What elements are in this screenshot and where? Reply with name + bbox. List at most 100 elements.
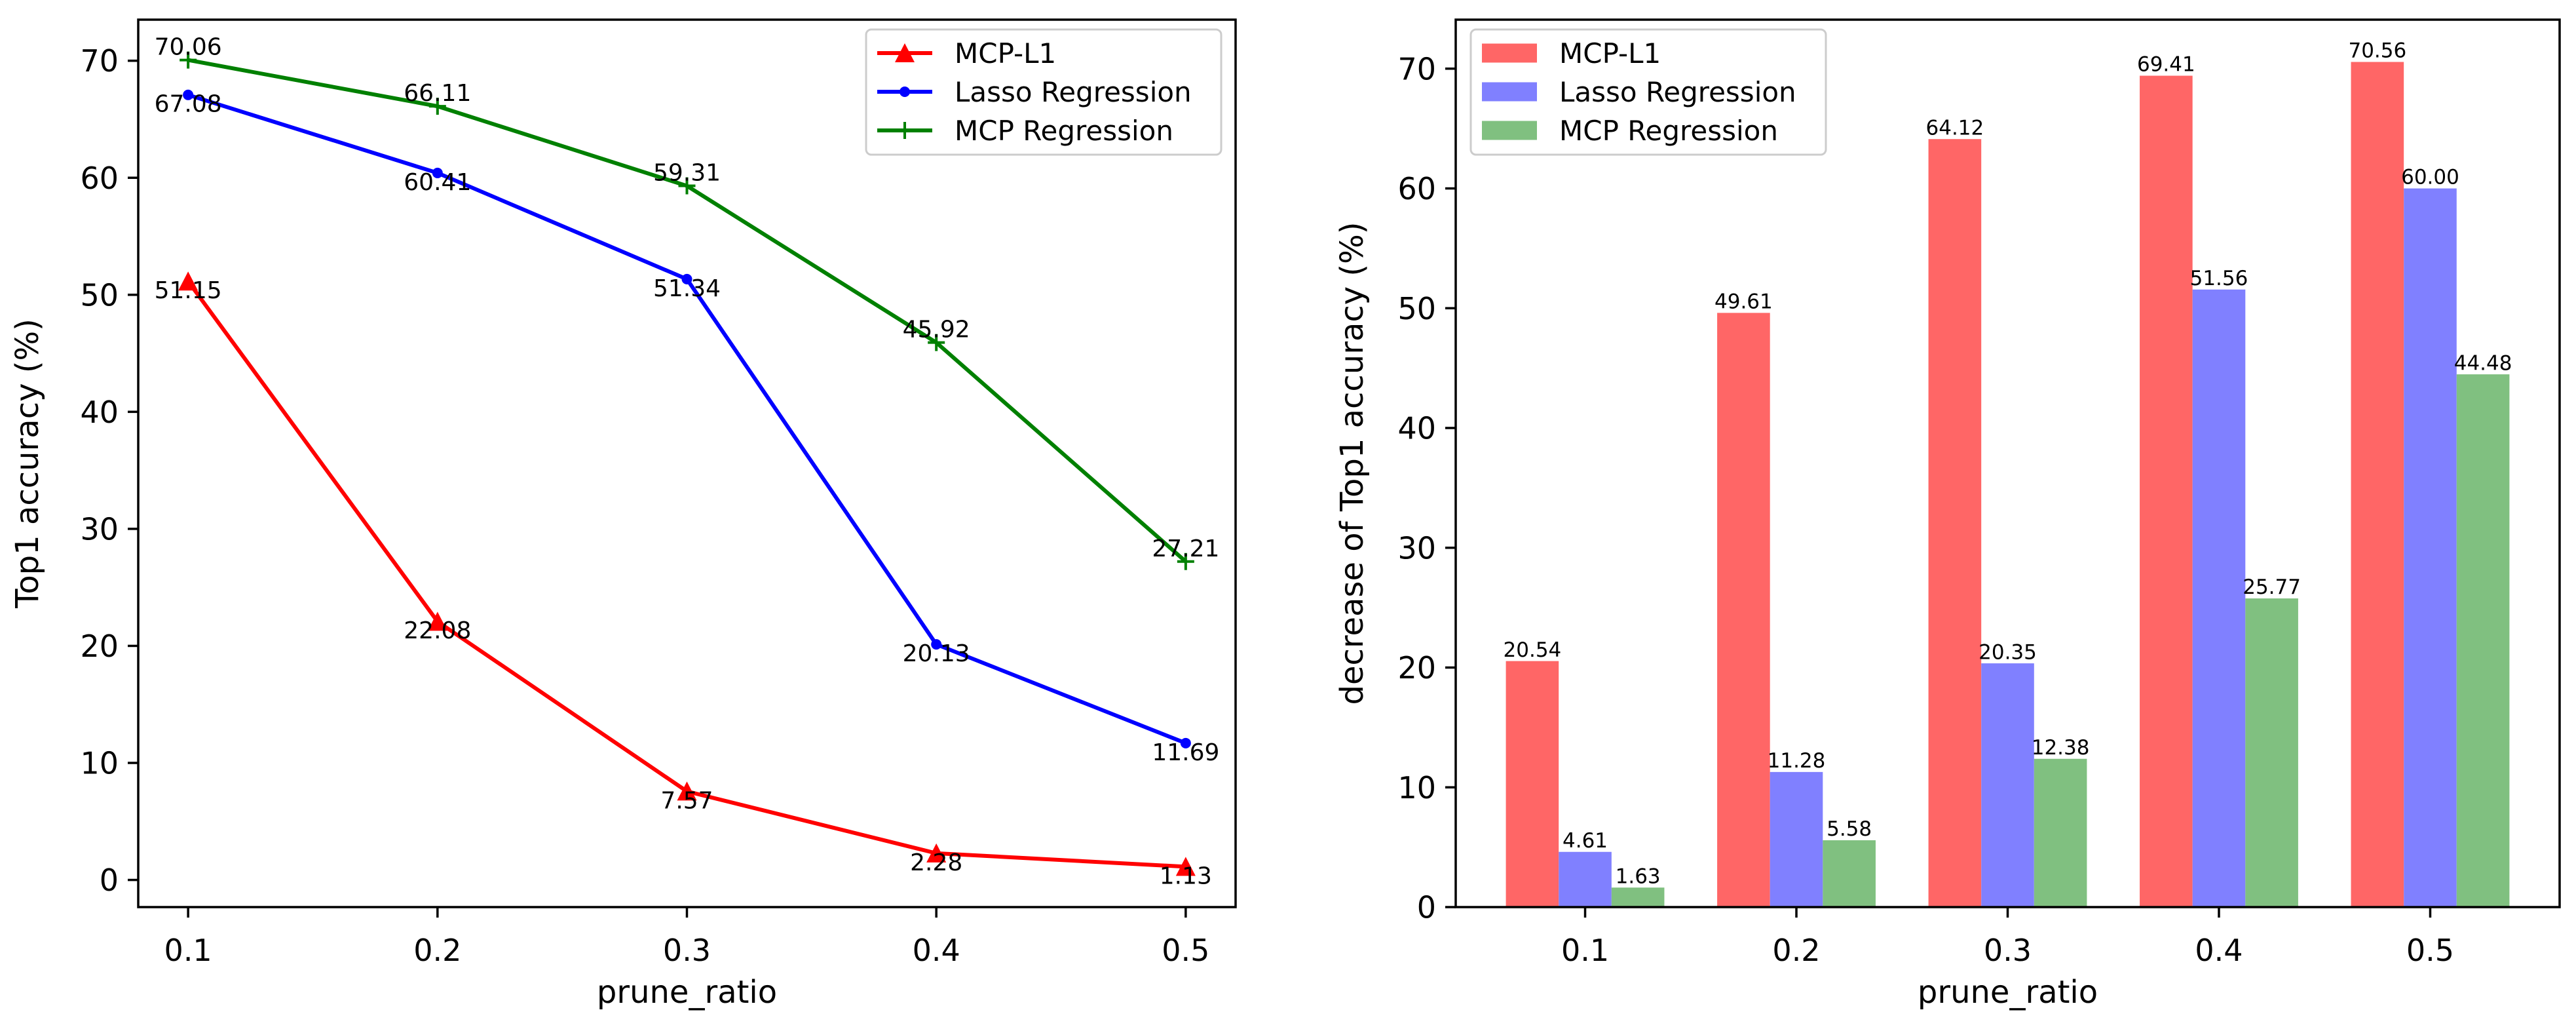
bar-lasso-regression <box>1981 663 2034 907</box>
legend-item-mcp-regression: MCP Regression <box>1482 115 1778 147</box>
lasso-regression-point <box>432 167 443 178</box>
bar-value-label-mcp-regression: 1.63 <box>1616 864 1661 888</box>
bar-value-label-lasso-regression: 51.56 <box>2190 267 2248 290</box>
y-axis-label: Top1 accuracy (%) <box>9 319 46 609</box>
x-tick-label: 0.1 <box>1561 933 1609 968</box>
x-tick-label: 0.2 <box>1772 933 1820 968</box>
bar-mcp-regression <box>1611 887 1665 907</box>
y-tick-label: 60 <box>80 161 119 196</box>
bar-value-label-mcp-regression: 44.48 <box>2454 351 2512 375</box>
x-tick-label: 0.2 <box>413 933 461 968</box>
lasso-regression-value-label: 11.69 <box>1152 739 1219 766</box>
mcp-regression-point <box>428 98 446 115</box>
mcp-regression-point <box>1177 553 1194 570</box>
bar-lasso-regression <box>1559 851 1612 907</box>
mcp-l1-bars <box>1506 62 2404 908</box>
mcp-regression-point <box>180 51 197 69</box>
legend-item-lasso-regression: Lasso Regression <box>1482 76 1796 108</box>
legend-frame <box>1469 28 1827 156</box>
lasso-regression-point <box>183 89 194 100</box>
legend: MCP-L1 Lasso Regression MCP Regression <box>1469 28 1827 156</box>
bar-mcp-l1 <box>2351 62 2404 908</box>
x-tick-label: 0.1 <box>164 933 212 968</box>
mcp-l1-point <box>1175 857 1196 876</box>
mcp-regression-point <box>928 334 945 351</box>
bar-value-label-lasso-regression: 11.28 <box>1768 749 1826 773</box>
bar-value-label-mcp-regression: 25.77 <box>2243 575 2301 599</box>
lasso-regression-point <box>931 639 942 650</box>
bar-mcp-l1 <box>2140 75 2193 907</box>
bar-value-label-lasso-regression: 60.00 <box>2401 166 2459 189</box>
legend-item-mcp-regression: MCP Regression <box>877 115 1173 147</box>
bar-mcp-regression <box>2456 374 2510 907</box>
y-tick-label: 30 <box>80 511 119 547</box>
y-tick-label: 40 <box>1397 411 1436 446</box>
bar-mcp-l1 <box>1506 661 1559 907</box>
mcp-l1-point <box>427 612 447 631</box>
bar-value-label-lasso-regression: 4.61 <box>1563 829 1608 853</box>
x-tick-label: 0.5 <box>2406 933 2454 968</box>
mcp-regression-value-label: 27.21 <box>1152 535 1219 562</box>
legend-label: MCP-L1 <box>955 37 1056 69</box>
mcp-l1-series <box>178 271 1196 876</box>
y-tick-label: 0 <box>100 863 119 898</box>
x-tick-label: 0.4 <box>2195 933 2243 968</box>
x-axis-label: prune_ratio <box>597 974 777 1011</box>
legend-color-swatch <box>1482 82 1537 102</box>
mcp-regression-value-label: 45.92 <box>903 317 970 343</box>
legend: MCP-L1 Lasso Regression MCP Regression <box>865 28 1222 156</box>
bar-lasso-regression <box>1770 771 1823 907</box>
y-tick-label: 30 <box>1397 530 1436 566</box>
lasso-regression-value-label: 51.34 <box>653 275 721 302</box>
lasso-regression-point <box>681 273 692 284</box>
mcp-regression-value-label: 66.11 <box>404 80 471 107</box>
mcp-regression-value-label: 70.06 <box>155 34 222 61</box>
bar-mcp-l1 <box>1717 313 1770 907</box>
bar-lasso-regression <box>2404 188 2457 908</box>
lasso-regression-bars <box>1559 188 2457 908</box>
bar-mcp-regression <box>1823 840 1876 907</box>
bar-value-label-mcp-l1: 64.12 <box>1926 116 1984 140</box>
mcp-l1-value-label: 22.08 <box>404 617 471 644</box>
legend-triangle-marker <box>895 43 915 62</box>
y-tick-label: 40 <box>80 395 119 430</box>
x-tick-label: 0.4 <box>913 933 960 968</box>
mcp-regression-point <box>678 177 696 195</box>
mcp-l1-point <box>926 843 947 863</box>
bar-value-label-lasso-regression: 20.35 <box>1979 640 2037 664</box>
bar-mcp-l1 <box>1928 139 1982 908</box>
legend-color-swatch <box>1482 121 1537 140</box>
lasso-regression-point <box>1180 737 1191 748</box>
y-tick-label: 20 <box>1397 650 1436 686</box>
bar-value-label-mcp-l1: 70.56 <box>2348 39 2406 63</box>
bar-value-label-mcp-l1: 69.41 <box>2137 53 2195 77</box>
x-axis-label: prune_ratio <box>1918 974 2098 1011</box>
legend-item-mcp-l1: MCP-L1 <box>1482 37 1661 69</box>
lasso-regression-value-label: 60.41 <box>404 169 471 196</box>
legend-label: MCP-L1 <box>1559 37 1661 69</box>
x-tick-label: 0.3 <box>1984 933 2032 968</box>
lasso-regression-series <box>183 89 1191 748</box>
y-tick-label: 60 <box>1397 171 1436 206</box>
x-tick-label: 0.5 <box>1162 933 1209 968</box>
legend-label: Lasso Regression <box>1559 76 1796 108</box>
legend-plus-marker <box>896 122 913 139</box>
y-tick-label: 10 <box>80 746 119 781</box>
y-tick-label: 70 <box>1397 51 1436 87</box>
bar-value-label-mcp-l1: 49.61 <box>1714 290 1773 314</box>
x-tick-label: 0.3 <box>663 933 711 968</box>
legend-label: MCP Regression <box>1559 115 1778 147</box>
bar-value-label-mcp-regression: 12.38 <box>2032 736 2090 760</box>
y-tick-label: 0 <box>1417 890 1436 925</box>
bar-value-label-mcp-regression: 5.58 <box>1827 817 1872 841</box>
lasso-regression-value-label: 20.13 <box>903 640 970 667</box>
bar-mcp-regression <box>2245 598 2298 907</box>
mcp-l1-value-label: 51.15 <box>155 277 222 304</box>
bar-mcp-regression <box>2034 758 2087 907</box>
legend-item-lasso-regression: Lasso Regression <box>877 76 1192 108</box>
y-tick-label: 50 <box>80 277 119 313</box>
y-tick-label: 20 <box>80 629 119 664</box>
legend-circle-marker <box>900 87 910 97</box>
mcp-l1-point <box>178 271 199 291</box>
